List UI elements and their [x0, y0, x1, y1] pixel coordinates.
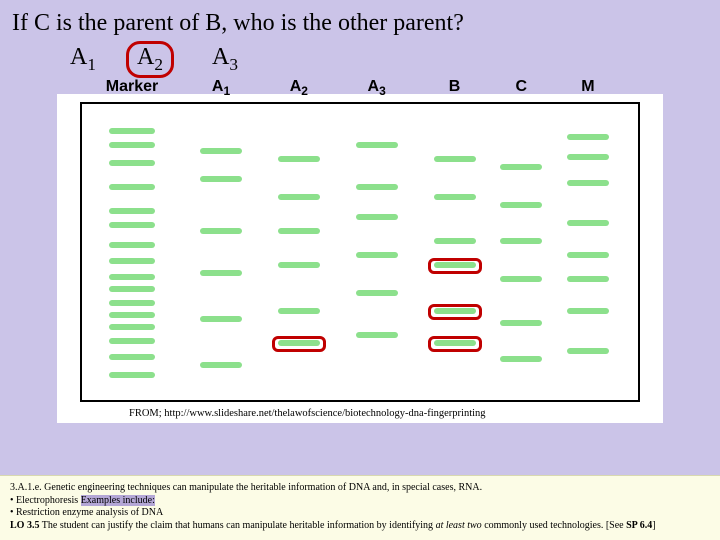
gel-band — [500, 276, 542, 282]
answer-options: A1 A2 A3 — [0, 41, 720, 78]
option-A1: A1 — [70, 44, 96, 75]
gel-band — [278, 156, 320, 162]
gel-band — [109, 128, 155, 134]
lane-label-a2: A2 — [269, 78, 329, 98]
footer-bullet-2: • Restriction enzyme analysis of DNA — [10, 507, 710, 520]
gel-band — [500, 202, 542, 208]
gel-band — [109, 338, 155, 344]
gel-band — [567, 220, 609, 226]
gel-band — [109, 258, 155, 264]
gel-band — [109, 222, 155, 228]
gel-band — [434, 156, 476, 162]
gel-band — [434, 238, 476, 244]
band-highlight — [428, 336, 482, 352]
gel-band — [567, 180, 609, 186]
gel-band — [567, 276, 609, 282]
footer-standard: 3.A.1.e. Genetic engineering techniques … — [10, 482, 710, 495]
gel-band — [109, 354, 155, 360]
gel-band — [356, 184, 398, 190]
gel-band — [109, 208, 155, 214]
gel-band — [500, 238, 542, 244]
gel-band — [200, 362, 242, 368]
gel-band — [109, 300, 155, 306]
gel-band — [500, 356, 542, 362]
band-highlight — [272, 336, 326, 352]
gel-band — [109, 312, 155, 318]
lane-label-a3: A3 — [347, 78, 407, 98]
band-highlight — [428, 304, 482, 320]
gel-band — [109, 160, 155, 166]
gel-band — [567, 154, 609, 160]
footer-examples-highlight: Examples include: — [81, 495, 155, 506]
gel-band — [356, 214, 398, 220]
gel-band — [567, 252, 609, 258]
footer-bullet-1: • Electrophoresis Examples include: — [10, 495, 710, 508]
lane-label-b: B — [425, 78, 485, 96]
gel-image-container: MarkerA1A2A3BCM FROM; http://www.slidesh… — [57, 94, 663, 423]
gel-band — [356, 332, 398, 338]
gel-band — [200, 176, 242, 182]
gel-band — [567, 134, 609, 140]
lane-label-c: C — [491, 78, 551, 96]
gel-electrophoresis-diagram: MarkerA1A2A3BCM — [80, 102, 640, 402]
band-highlight — [428, 258, 482, 274]
gel-band — [200, 316, 242, 322]
question-text: If C is the parent of B, who is the othe… — [0, 0, 720, 41]
gel-band — [200, 148, 242, 154]
gel-band — [109, 142, 155, 148]
gel-band — [278, 194, 320, 200]
gel-band — [109, 242, 155, 248]
gel-band — [200, 228, 242, 234]
lane-label-marker: Marker — [102, 78, 162, 96]
gel-band — [567, 348, 609, 354]
gel-band — [567, 308, 609, 314]
option-A3: A3 — [212, 44, 238, 75]
footer-learning-objective: LO 3.5 The student can justify the claim… — [10, 520, 710, 533]
gel-band — [500, 320, 542, 326]
gel-band — [109, 184, 155, 190]
image-citation: FROM; http://www.slideshare.net/thelawof… — [57, 402, 663, 419]
gel-band — [278, 308, 320, 314]
standards-footer: 3.A.1.e. Genetic engineering techniques … — [0, 475, 720, 540]
gel-band — [356, 252, 398, 258]
gel-band — [278, 262, 320, 268]
gel-band — [500, 164, 542, 170]
gel-band — [356, 290, 398, 296]
gel-band — [278, 228, 320, 234]
gel-band — [109, 372, 155, 378]
option-A2: A2 — [126, 41, 174, 78]
gel-band — [109, 286, 155, 292]
lane-label-a1: A1 — [191, 78, 251, 98]
gel-band — [200, 270, 242, 276]
gel-band — [356, 142, 398, 148]
gel-band — [109, 324, 155, 330]
gel-band — [434, 194, 476, 200]
lane-label-m: M — [558, 78, 618, 96]
gel-band — [109, 274, 155, 280]
